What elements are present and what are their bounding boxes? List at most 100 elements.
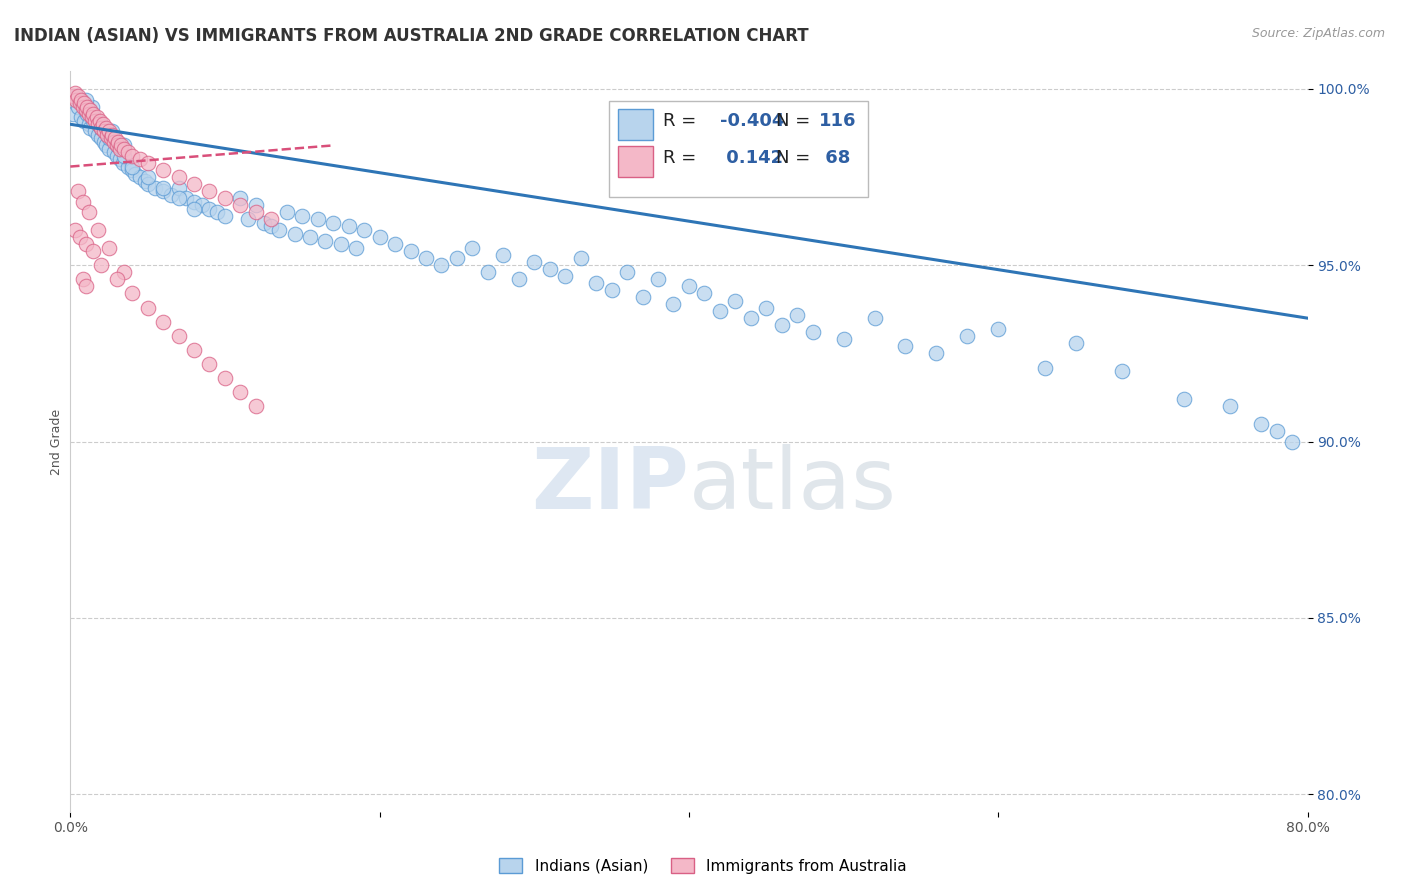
Point <box>87 223 110 237</box>
Legend: Indians (Asian), Immigrants from Australia: Indians (Asian), Immigrants from Austral… <box>494 852 912 880</box>
Point <box>229 191 252 205</box>
Point <box>80 100 103 114</box>
Point <box>346 241 368 255</box>
Point <box>1173 392 1195 407</box>
Y-axis label: 2nd Grade: 2nd Grade <box>51 409 63 475</box>
Point <box>167 328 190 343</box>
Point <box>631 290 654 304</box>
Point <box>693 286 716 301</box>
Point <box>299 230 322 244</box>
Point <box>832 332 855 346</box>
Point <box>307 212 329 227</box>
Point <box>98 142 120 156</box>
Point <box>368 230 391 244</box>
Text: N =: N = <box>776 149 810 167</box>
Point <box>863 311 886 326</box>
Point <box>214 191 236 205</box>
Point <box>65 93 87 107</box>
Point <box>136 301 159 315</box>
Point <box>315 234 337 248</box>
Point <box>1033 360 1056 375</box>
Point <box>93 124 115 138</box>
Point <box>152 163 174 178</box>
Point <box>229 385 252 400</box>
Point <box>129 170 152 185</box>
Point <box>1111 364 1133 378</box>
Point <box>108 142 131 156</box>
Point <box>72 96 94 111</box>
Point <box>160 187 183 202</box>
Point <box>86 113 108 128</box>
Point <box>167 180 190 194</box>
Text: R =: R = <box>664 112 696 130</box>
Point <box>70 110 93 124</box>
Point <box>75 279 97 293</box>
Point <box>207 205 229 219</box>
Point <box>152 315 174 329</box>
Point <box>183 202 205 216</box>
Point <box>121 286 143 301</box>
Point <box>114 138 135 153</box>
Point <box>136 177 159 191</box>
FancyBboxPatch shape <box>609 101 869 197</box>
Point <box>70 93 93 107</box>
Point <box>709 304 731 318</box>
Point <box>183 177 205 191</box>
Point <box>67 100 90 114</box>
Point <box>69 93 91 107</box>
Point <box>152 184 174 198</box>
Point <box>724 293 747 308</box>
Point <box>114 142 135 156</box>
Point <box>191 198 214 212</box>
Point <box>82 244 105 259</box>
Point <box>770 318 793 333</box>
Point <box>260 219 283 234</box>
Point <box>167 170 190 185</box>
Point <box>214 371 236 385</box>
Point <box>894 339 917 353</box>
Point <box>136 156 159 170</box>
Bar <box>619 146 652 178</box>
Point <box>84 113 107 128</box>
Point <box>291 209 314 223</box>
Point <box>94 138 117 153</box>
Point <box>87 117 110 131</box>
Point <box>104 131 127 145</box>
Point <box>245 198 267 212</box>
Point <box>117 160 139 174</box>
Point <box>77 205 100 219</box>
Point <box>337 219 360 234</box>
Point <box>538 261 561 276</box>
Text: Source: ZipAtlas.com: Source: ZipAtlas.com <box>1251 27 1385 40</box>
Point <box>124 167 146 181</box>
Point <box>755 301 778 315</box>
Point <box>75 103 97 117</box>
Point <box>801 325 824 339</box>
Point <box>82 106 105 120</box>
Point <box>585 276 607 290</box>
Point <box>253 216 276 230</box>
Point <box>94 120 117 135</box>
Point <box>91 117 114 131</box>
Point <box>198 184 221 198</box>
Point <box>107 135 129 149</box>
Point <box>101 124 124 138</box>
Point <box>108 153 131 167</box>
Point <box>86 110 108 124</box>
Point <box>678 279 700 293</box>
Point <box>105 138 128 153</box>
Point <box>245 205 267 219</box>
Point <box>925 346 948 360</box>
Point <box>90 120 112 135</box>
Point <box>152 180 174 194</box>
Point <box>260 212 283 227</box>
Point <box>105 138 128 153</box>
Point <box>77 117 100 131</box>
Point <box>269 223 291 237</box>
Point <box>103 135 125 149</box>
Point <box>1064 335 1087 350</box>
Point <box>110 138 132 153</box>
Point <box>647 272 669 286</box>
Point <box>82 113 105 128</box>
Point <box>214 209 236 223</box>
